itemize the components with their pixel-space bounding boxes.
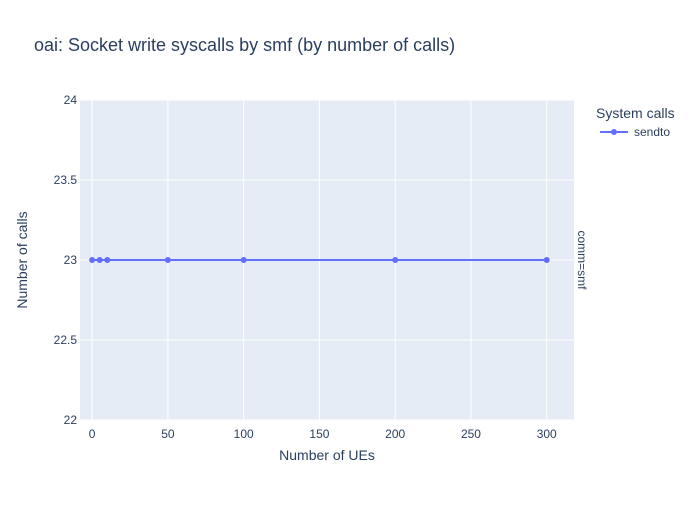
x-tick-label: 250: [461, 427, 481, 441]
data-point[interactable]: [392, 257, 399, 263]
data-point[interactable]: [240, 257, 247, 263]
legend-item-sendto[interactable]: sendto: [600, 125, 670, 139]
data-point[interactable]: [104, 257, 111, 263]
tick-labels: 0 50 100 150 200 250 300 22 22.5 23 23.5 24: [54, 93, 557, 441]
y-axis-title: Number of calls: [14, 211, 30, 308]
y-tick-label: 22: [64, 413, 78, 427]
y-tick-label: 23.5: [54, 173, 78, 187]
series-layer: [89, 257, 550, 263]
y-tick-label: 22.5: [54, 333, 78, 347]
data-point[interactable]: [543, 257, 550, 263]
data-point[interactable]: [89, 257, 96, 263]
legend[interactable]: System calls sendto: [596, 105, 675, 139]
x-tick-label: 150: [309, 427, 329, 441]
legend-marker-swatch: [611, 129, 617, 135]
y-tick-label: 24: [64, 93, 78, 107]
chart-title: oai: Socket write syscalls by smf (by nu…: [34, 35, 455, 55]
legend-items: sendto: [600, 125, 670, 139]
x-axis-title: Number of UEs: [279, 447, 375, 463]
facet-label: comm=smf: [575, 230, 589, 290]
x-tick-label: 0: [89, 427, 96, 441]
x-tick-label: 100: [234, 427, 254, 441]
data-point[interactable]: [96, 257, 103, 263]
legend-label: sendto: [634, 125, 670, 139]
x-tick-label: 300: [537, 427, 557, 441]
x-tick-label: 50: [161, 427, 175, 441]
x-tick-label: 200: [385, 427, 405, 441]
data-point[interactable]: [164, 257, 171, 263]
legend-title: System calls: [596, 105, 675, 121]
y-tick-label: 23: [64, 253, 78, 267]
